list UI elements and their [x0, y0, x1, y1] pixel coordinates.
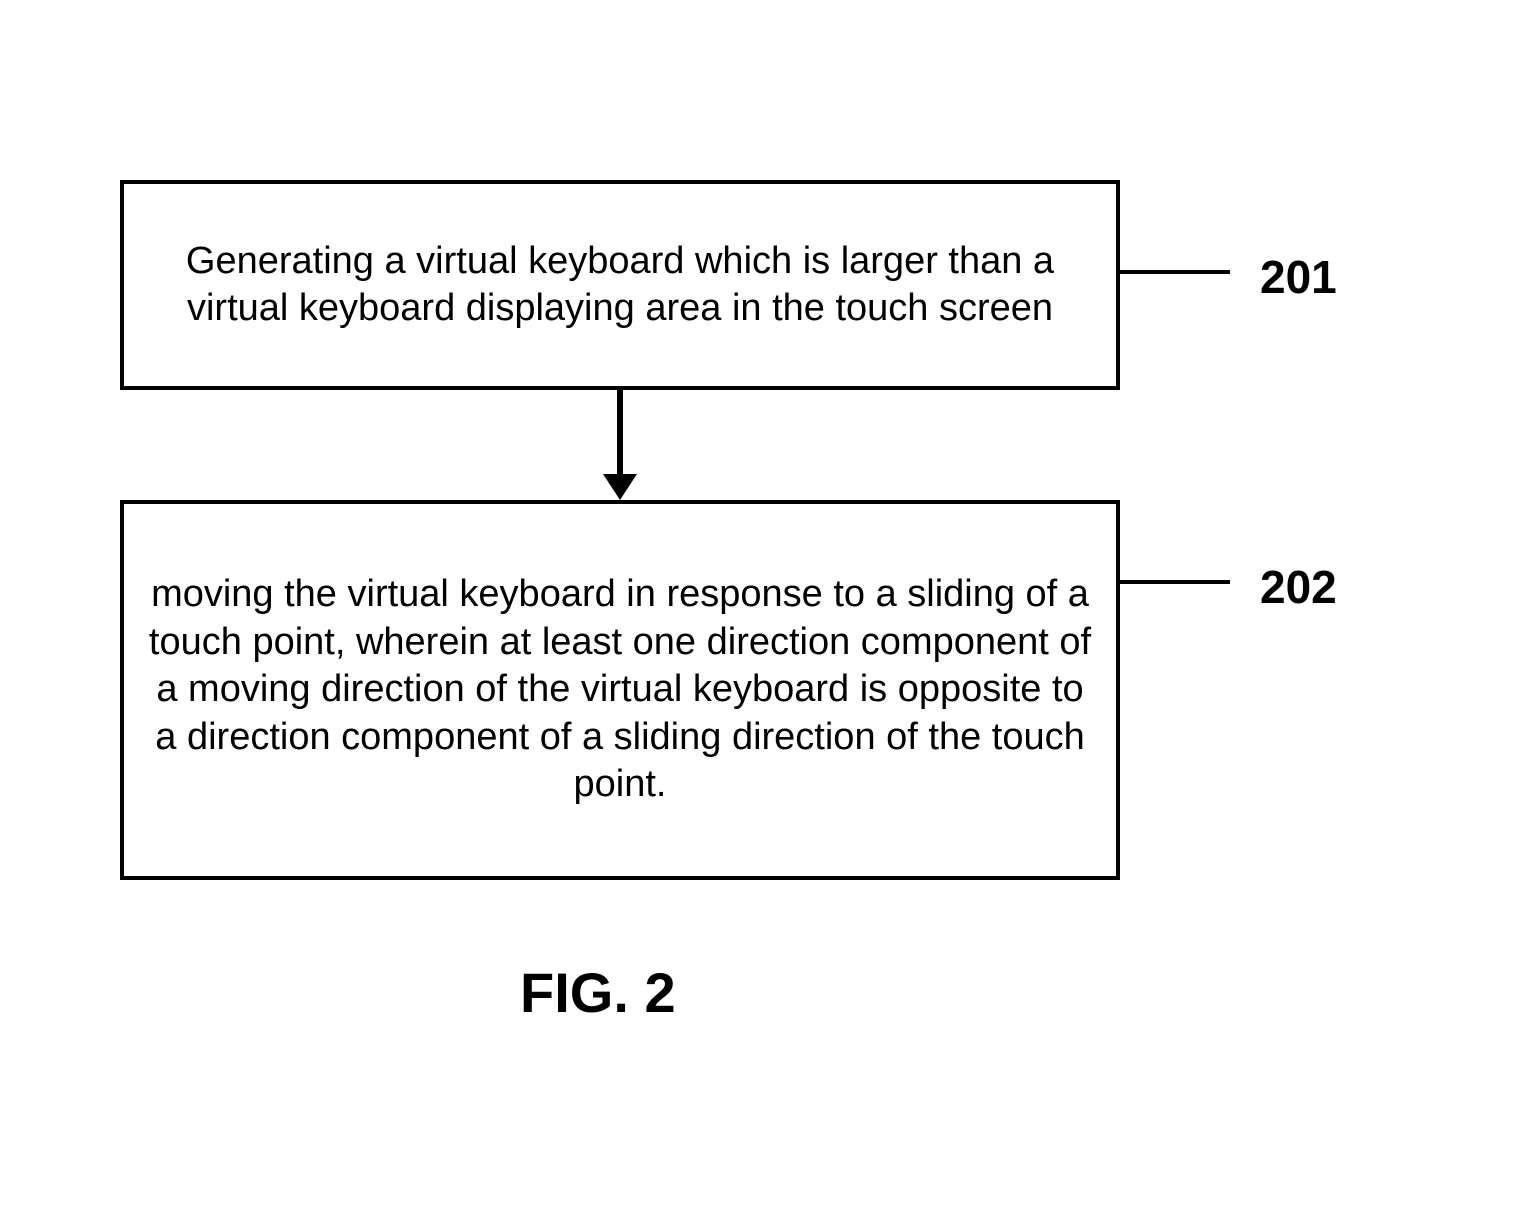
ref-label-202: 202: [1260, 560, 1337, 614]
ref-label-201: 201: [1260, 250, 1337, 304]
flow-step-1: Generating a virtual keyboard which is l…: [120, 180, 1120, 390]
leader-line-202: [1120, 580, 1230, 584]
figure-canvas: Generating a virtual keyboard which is l…: [0, 0, 1519, 1224]
leader-line-201: [1120, 270, 1230, 274]
flow-step-1-text: Generating a virtual keyboard which is l…: [124, 238, 1116, 333]
flow-step-2: moving the virtual keyboard in response …: [120, 500, 1120, 880]
flow-step-2-text: moving the virtual keyboard in response …: [124, 571, 1116, 809]
figure-caption: FIG. 2: [520, 960, 676, 1025]
